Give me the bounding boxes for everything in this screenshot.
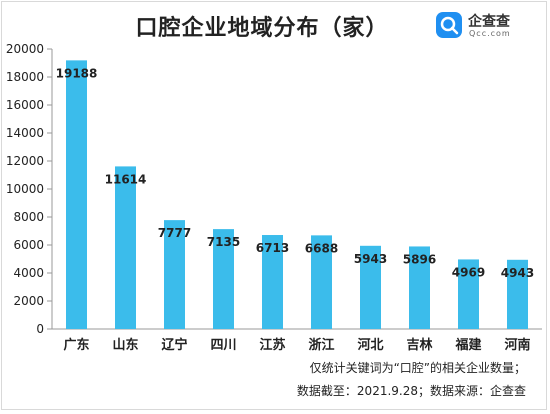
bar <box>66 60 87 329</box>
chart-title: 口腔企业地域分布（家） <box>135 16 389 41</box>
x-tick-label: 河南 <box>504 337 530 353</box>
x-tick-label: 山东 <box>112 337 138 353</box>
y-tick-label: 12000 <box>6 154 44 168</box>
x-tick-label: 福建 <box>454 337 481 353</box>
x-tick-label: 四川 <box>210 338 236 353</box>
y-tick-label: 20000 <box>6 42 44 56</box>
data-label: 19188 <box>56 66 98 80</box>
data-label: 11614 <box>105 172 147 186</box>
x-tick-label: 浙江 <box>308 337 334 353</box>
x-tick-label: 河北 <box>357 337 383 353</box>
data-label: 6688 <box>305 241 338 255</box>
data-label: 7777 <box>158 226 191 240</box>
data-label: 4943 <box>501 266 534 280</box>
y-tick-label: 6000 <box>13 238 44 252</box>
y-tick-label: 4000 <box>13 266 44 280</box>
qcc-logo: 企查查 Qcc.com <box>436 10 536 44</box>
qcc-logo-icon <box>436 12 462 38</box>
data-label: 5943 <box>354 252 387 266</box>
y-tick-label: 18000 <box>6 70 44 84</box>
y-tick-label: 10000 <box>6 182 44 196</box>
logo-domain: Qcc.com <box>469 29 511 38</box>
bar <box>262 235 283 329</box>
bar <box>213 229 234 329</box>
bar <box>360 245 381 329</box>
y-tick-label: 0 <box>36 322 44 336</box>
y-tick-label: 14000 <box>6 126 44 140</box>
x-tick-label: 吉林 <box>406 337 432 353</box>
bar <box>115 166 136 329</box>
x-tick-label: 广东 <box>63 337 89 353</box>
data-label: 4969 <box>452 265 485 279</box>
y-tick-label: 16000 <box>6 98 44 112</box>
data-label: 5896 <box>403 252 436 266</box>
bar <box>458 259 479 329</box>
logo-name: 企查查 <box>468 14 510 30</box>
data-label: 6713 <box>256 241 289 255</box>
bar <box>507 259 528 329</box>
footnote-source: 数据截至：2021.9.28；数据来源：企查查 <box>296 384 526 398</box>
y-tick-label: 8000 <box>13 210 44 224</box>
bar <box>164 220 185 329</box>
y-tick-label: 2000 <box>13 294 44 308</box>
x-tick-label: 江苏 <box>259 337 285 353</box>
bar <box>311 235 332 329</box>
data-label: 7135 <box>207 235 240 249</box>
footnote-scope: 仅统计关键词为“口腔”的相关企业数量； <box>309 361 526 375</box>
bar <box>409 246 430 329</box>
x-tick-label: 辽宁 <box>161 337 187 353</box>
